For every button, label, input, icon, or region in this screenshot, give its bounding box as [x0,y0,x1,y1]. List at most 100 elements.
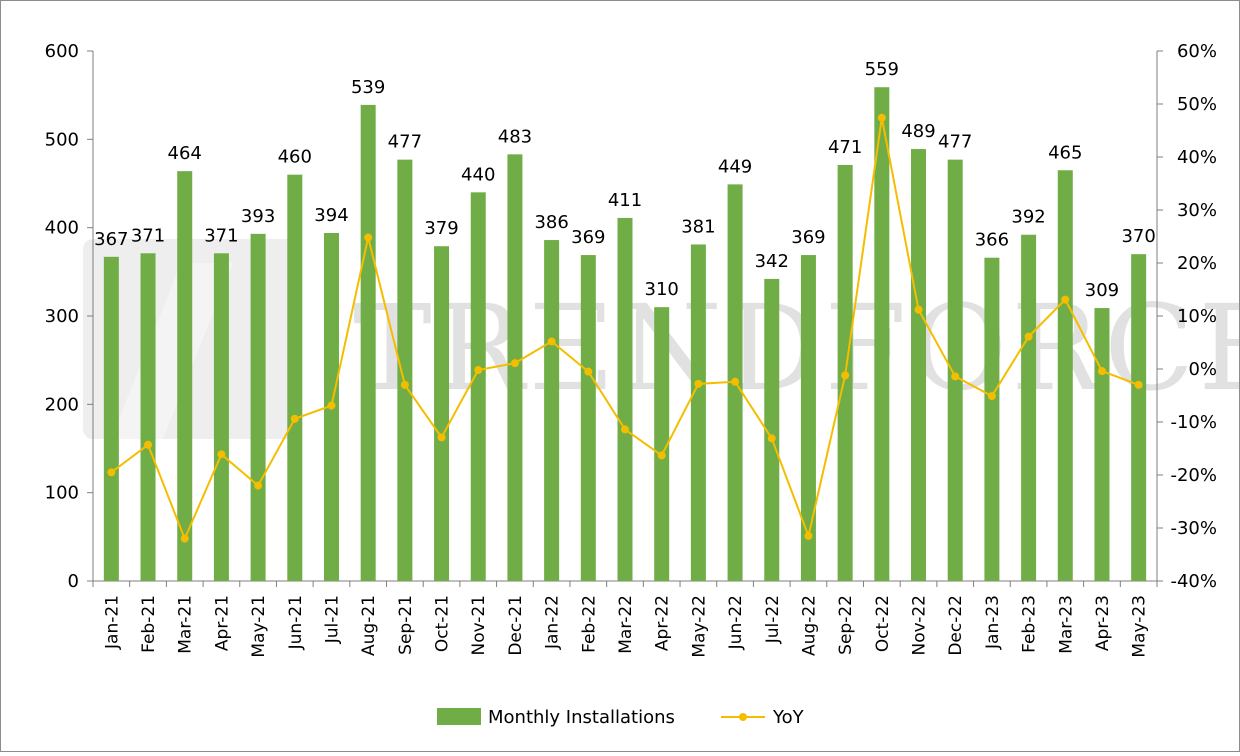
bar-data-label: 393 [241,206,275,227]
x-tick-label: May-21 [249,595,269,658]
bar-data-label: 464 [168,143,202,164]
left-tick-label: 0 [68,571,79,592]
yoy-point [621,425,629,434]
yoy-point [1134,380,1143,389]
bar [140,253,156,582]
bar [984,257,1000,581]
right-tick-label: 40% [1177,147,1217,168]
yoy-point [327,401,336,410]
right-tick-label: 20% [1177,253,1217,274]
bar-data-label: 370 [1121,226,1155,247]
yoy-point [914,305,923,314]
watermark: TRENDFORCE [83,239,1240,439]
yoy-point [180,534,189,543]
yoy-point [767,434,776,443]
right-tick-label: -30% [1170,518,1217,539]
bar [434,246,450,581]
bar [470,192,486,582]
bar [874,87,890,581]
bar-data-label: 489 [901,121,935,142]
right-tick-label: -10% [1170,412,1217,433]
x-tick-label: Dec-22 [946,595,966,656]
bar [287,174,303,581]
bar-data-label: 394 [314,205,348,226]
bar-data-label: 366 [975,230,1009,251]
x-tick-label: Apr-22 [653,595,673,651]
bar-data-label: 371 [204,225,238,246]
yoy-point [841,371,850,380]
right-tick-label: 30% [1177,200,1217,221]
yoy-point [437,433,446,442]
yoy-point [400,380,409,389]
yoy-point [694,379,703,388]
bar-data-label: 483 [498,126,532,147]
bar [213,253,229,582]
yoy-point [254,481,263,490]
bar [397,159,413,581]
yoy-point [474,366,483,375]
yoy-point [951,372,960,381]
bar-data-label: 379 [424,218,458,239]
x-tick-label: Mar-22 [616,595,636,654]
right-tick-label: -40% [1170,571,1217,592]
bar [1094,308,1110,581]
x-tick-label: Sep-22 [836,595,856,655]
yoy-point [510,359,519,368]
bar [1057,170,1073,581]
bar-data-label: 309 [1085,280,1119,301]
legend-line-label: YoY [772,707,805,728]
bar [1021,234,1037,581]
left-tick-label: 300 [45,306,79,327]
x-tick-label: Sep-21 [396,595,416,655]
yoy-point [987,392,996,401]
left-tick-label: 400 [45,218,79,239]
x-tick-label: Jun-21 [286,595,306,650]
x-tick-label: Jun-22 [726,595,746,650]
x-tick-label: Feb-22 [579,595,599,653]
bar [800,255,816,582]
left-tick-label: 600 [45,41,79,62]
x-tick-label: Apr-21 [212,595,232,651]
right-tick-label: 60% [1177,41,1217,62]
bar-data-label: 477 [938,132,972,153]
yoy-point [1061,295,1070,304]
bar-data-label: 449 [718,156,752,177]
bar-data-label: 392 [1011,207,1045,228]
right-tick-label: -20% [1170,465,1217,486]
watermark-text: TRENDFORCE [353,279,1239,417]
bar-data-label: 381 [681,216,715,237]
bar [544,240,560,582]
legend-bar-swatch [437,708,481,725]
bar [103,256,119,581]
yoy-point [1097,367,1106,376]
yoy-point [290,414,299,423]
yoy-point [217,450,226,459]
bar [690,244,706,581]
bar-data-label: 460 [278,147,312,168]
bar [1131,254,1147,581]
right-tick-label: 0% [1188,359,1217,380]
x-tick-label: May-22 [689,595,709,658]
yoy-point [877,113,886,122]
x-tick-label: Dec-21 [506,595,526,656]
left-tick-label: 500 [45,129,79,150]
yoy-point [584,367,593,376]
x-tick-label: Apr-23 [1093,595,1113,651]
x-tick-label: Oct-21 [433,595,453,652]
x-tick-label: Jan-21 [102,595,122,650]
yoy-point [657,451,666,460]
bar [911,149,927,582]
yoy-point [547,337,556,346]
yoy-point [1024,332,1033,341]
right-tick-label: 50% [1177,94,1217,115]
bar-data-label: 465 [1048,142,1082,163]
x-tick-label: Jan-22 [543,595,563,650]
bar-data-label: 342 [755,251,789,272]
bar [617,217,633,581]
left-tick-label: 200 [45,394,79,415]
x-tick-label: Mar-21 [176,595,196,654]
bar-data-label: 559 [865,59,899,80]
bar [580,255,596,582]
x-tick-label: Aug-22 [799,595,819,656]
